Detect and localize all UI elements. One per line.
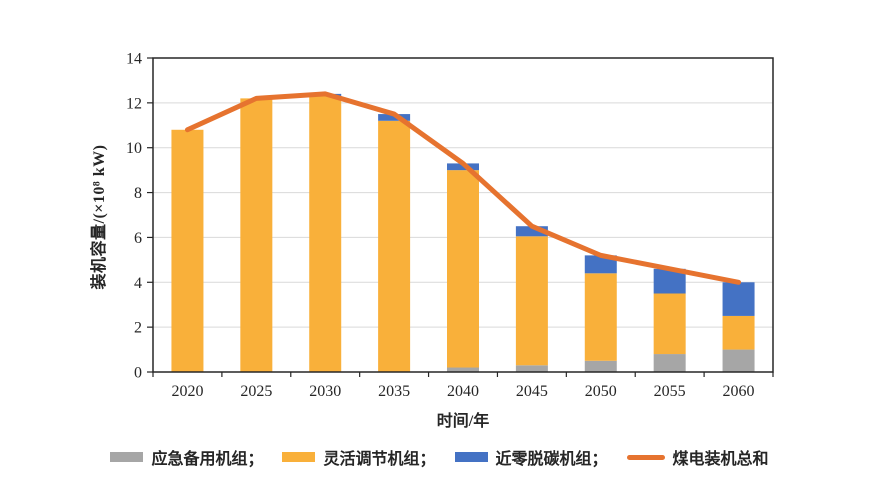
- y-tick-label: 12: [126, 95, 142, 112]
- coal-total-line-swatch: [626, 454, 665, 460]
- bar-segment: [584, 255, 617, 274]
- flexible-regulation-swatch: [282, 452, 316, 462]
- x-tick-label: 2035: [378, 383, 410, 400]
- near-zero-decarbon-swatch: [454, 452, 488, 462]
- plot-border: [152, 57, 774, 373]
- chart-svg: 0 2 4 6 8 10 12 14 2020 2025 2030 2035 2040 2045 2050 2…: [126, 51, 774, 400]
- emergency-backup-swatch: [110, 452, 144, 462]
- bar-segment: [584, 273, 617, 361]
- bar-segment: [447, 170, 479, 368]
- bar-segment: [653, 293, 686, 355]
- x-tick-label: 2025: [240, 383, 272, 400]
- bar-segment: [722, 282, 755, 316]
- y-axis-title: 装机容量/(×10⁸ kW): [91, 144, 108, 290]
- bar-segment: [515, 365, 548, 372]
- y-tick-label: 4: [134, 275, 142, 292]
- y-tick-label: 14: [126, 51, 142, 68]
- x-tick-label: 2020: [171, 383, 203, 400]
- x-tick-label: 2055: [654, 383, 686, 400]
- bar-segment: [447, 367, 479, 372]
- y-tick-label: 2: [134, 320, 142, 337]
- legend-item-coal-total: 煤电装机总和: [626, 445, 769, 469]
- y-tick-label: 8: [134, 185, 142, 202]
- x-tick-label: 2060: [723, 383, 755, 400]
- legend-label: 煤电装机总和: [672, 451, 769, 468]
- y-tick-label: 6: [134, 230, 142, 247]
- legend-label: 应急备用机组；: [151, 451, 264, 468]
- bar-segment: [722, 315, 755, 350]
- legend-label: 近零脱碳机组；: [495, 451, 608, 468]
- bar-segment: [515, 226, 548, 237]
- bar-segment: [240, 98, 273, 372]
- bar-segment: [722, 349, 755, 372]
- bar-segment: [171, 129, 204, 372]
- bar-segment: [584, 360, 617, 372]
- legend-item-flexible-regulation: 灵活调节机组；: [282, 445, 436, 469]
- bar-segment: [515, 236, 548, 366]
- bar-segment: [378, 114, 411, 121]
- y-tick-label: 0: [134, 365, 142, 382]
- bar-segment: [653, 354, 686, 372]
- x-tick-label: 2050: [585, 383, 617, 400]
- x-axis-title: 时间/年: [436, 413, 490, 430]
- legend: 应急备用机组； 灵活调节机组； 近零脱碳机组； 煤电装机总和: [0, 444, 879, 470]
- legend-label: 灵活调节机组；: [323, 451, 436, 468]
- legend-item-near-zero-decarbon: 近零脱碳机组；: [454, 445, 608, 469]
- y-tick-label: 10: [126, 140, 142, 157]
- legend-item-emergency-backup: 应急备用机组；: [110, 445, 263, 469]
- x-tick-label: 2040: [447, 383, 479, 400]
- x-tick-label: 2045: [516, 383, 548, 400]
- x-tick-label: 2030: [309, 383, 341, 400]
- total-line: [184, 91, 742, 285]
- bar-segment: [309, 96, 342, 372]
- bar-segment: [378, 120, 411, 372]
